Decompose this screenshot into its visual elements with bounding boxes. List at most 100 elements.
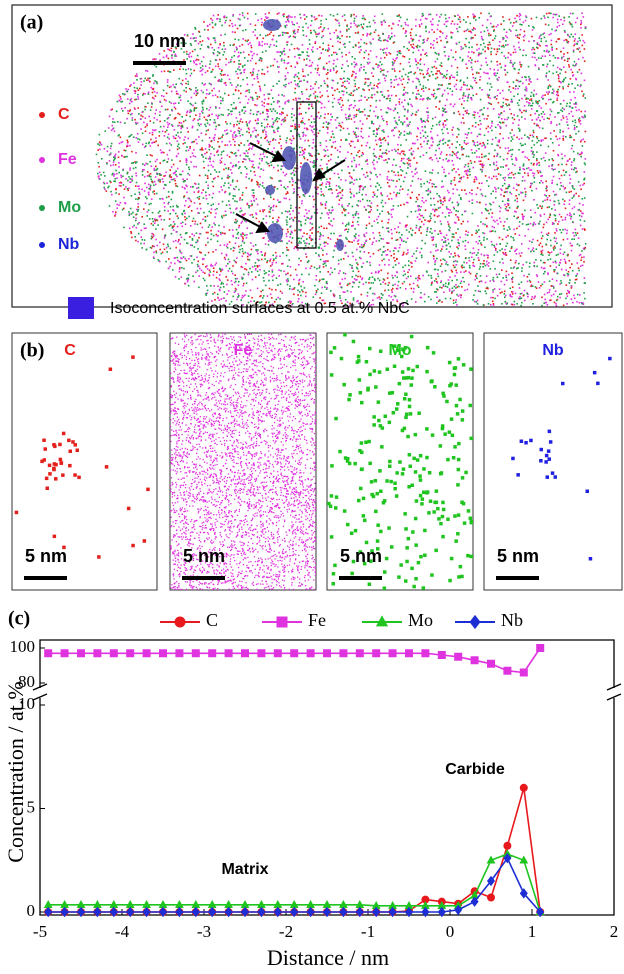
atom [353,131,355,133]
atom [446,77,448,79]
atom [219,52,221,54]
atom [166,56,168,58]
atom [216,262,218,264]
atom [335,52,337,54]
atom [499,92,501,94]
atom [128,136,130,138]
atom [162,181,164,183]
atom [242,12,244,14]
atom [150,176,152,178]
atom [473,27,475,29]
atom [294,124,296,126]
atom [514,49,516,51]
atom [469,265,471,267]
atom [150,185,152,187]
atom [176,93,178,95]
atom [221,74,223,76]
atom [408,260,410,262]
atom [441,301,443,303]
atom [423,120,425,122]
atom [349,182,351,184]
atom [291,113,293,115]
atom [566,192,568,194]
atom [496,161,498,163]
atom [432,209,434,211]
atom [449,256,451,258]
atom [210,271,212,273]
atom [354,179,356,181]
atom [199,175,201,177]
atom [438,84,440,86]
atom [261,122,263,124]
atom [394,60,396,62]
atom [382,13,384,15]
atom [324,117,326,119]
atom [499,250,501,252]
atom [213,138,215,140]
atom [398,263,400,265]
atom [145,163,147,165]
atom [528,274,530,276]
atom [227,175,229,177]
atom [258,221,260,223]
atom [200,223,202,225]
atom [581,116,583,118]
atom [472,299,474,301]
atom [413,288,415,290]
atom [547,292,549,294]
atom [520,81,522,83]
atom [563,203,565,205]
atom [265,243,267,245]
atom [266,215,268,217]
atom [461,149,463,151]
atom [211,205,213,207]
atom [321,204,323,206]
atom [461,146,463,148]
atom [452,21,454,23]
atom [142,144,144,146]
atom [136,75,138,77]
atom [209,109,211,111]
atom [342,195,344,197]
atom [540,285,542,287]
atom [153,83,155,85]
atom [506,206,508,208]
atom [252,131,254,133]
atom [521,145,523,147]
atom [222,217,224,219]
atom [342,82,344,84]
atom [536,163,538,165]
atom [199,233,201,235]
atom [259,59,261,61]
atom [381,91,383,93]
atom [309,60,311,62]
atom [550,214,552,216]
atom [503,102,505,104]
atom [455,270,457,272]
atom [456,88,458,90]
atom [527,296,529,298]
atom [414,173,416,175]
atom [577,243,579,245]
atom [302,93,304,95]
atom [408,133,410,135]
atom [240,93,242,95]
atom [151,155,153,157]
atom [525,191,527,193]
atom [199,268,201,270]
atom [129,181,131,183]
atom [508,200,510,202]
atom [411,266,413,268]
atom [210,265,212,267]
atom [262,297,264,299]
atom [391,149,393,151]
atom [485,208,487,210]
atom [324,245,326,247]
atom [422,98,424,100]
atom [359,68,361,70]
atom [372,38,374,40]
atom [525,55,527,57]
atom [226,129,228,131]
atom [286,142,288,144]
atom [182,80,184,82]
